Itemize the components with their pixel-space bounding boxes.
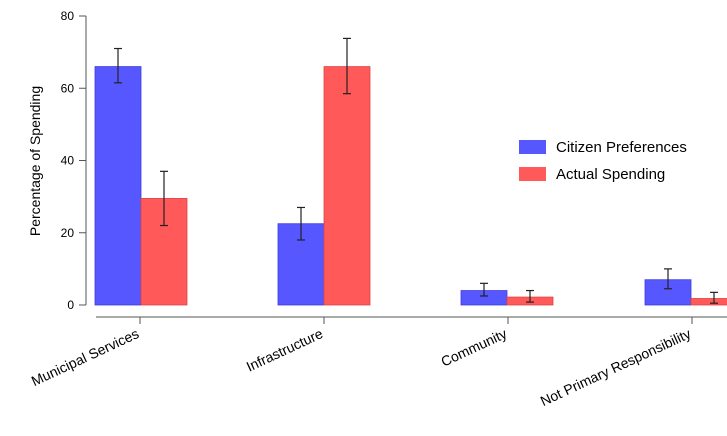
bar-actual-spending xyxy=(690,298,727,306)
x-tick-label: Not Primary Responsibility xyxy=(538,325,694,409)
x-axis: Municipal Services Infrastructure Communit… xyxy=(29,316,727,409)
legend-swatch xyxy=(519,140,546,154)
y-tick-label: 0 xyxy=(67,298,74,312)
y-tick-label: 40 xyxy=(61,154,75,168)
error-bars xyxy=(114,37,718,304)
y-axis-label: Percentage of Spending xyxy=(27,86,43,236)
legend: Citizen Preferences Actual Spending xyxy=(519,139,687,183)
x-ticks: Municipal Services Infrastructure Communit… xyxy=(29,317,694,409)
error-bar xyxy=(526,289,534,303)
y-ticks: 0 20 40 60 80 xyxy=(61,9,86,312)
legend-swatch xyxy=(519,167,546,181)
x-tick-label: Municipal Services xyxy=(29,325,142,389)
y-tick-label: 80 xyxy=(61,9,75,23)
error-bar xyxy=(297,206,305,241)
x-tick-label: Community xyxy=(438,325,509,369)
error-bar xyxy=(710,291,718,304)
error-bar xyxy=(480,282,488,297)
bar-citizen-preferences xyxy=(94,66,142,306)
error-bar xyxy=(160,170,168,227)
error-bar xyxy=(343,37,351,95)
error-bar xyxy=(114,47,122,84)
bars xyxy=(94,66,727,306)
x-tick-label: Infrastructure xyxy=(244,325,326,374)
bar-actual-spending xyxy=(323,66,371,306)
y-axis: 0 20 40 60 80 Percentage of Spending xyxy=(27,9,87,312)
y-tick-label: 60 xyxy=(61,81,75,95)
legend-label: Actual Spending xyxy=(556,166,665,183)
error-bar xyxy=(664,268,672,290)
y-tick-label: 20 xyxy=(61,226,75,240)
legend-label: Citizen Preferences xyxy=(556,139,687,156)
